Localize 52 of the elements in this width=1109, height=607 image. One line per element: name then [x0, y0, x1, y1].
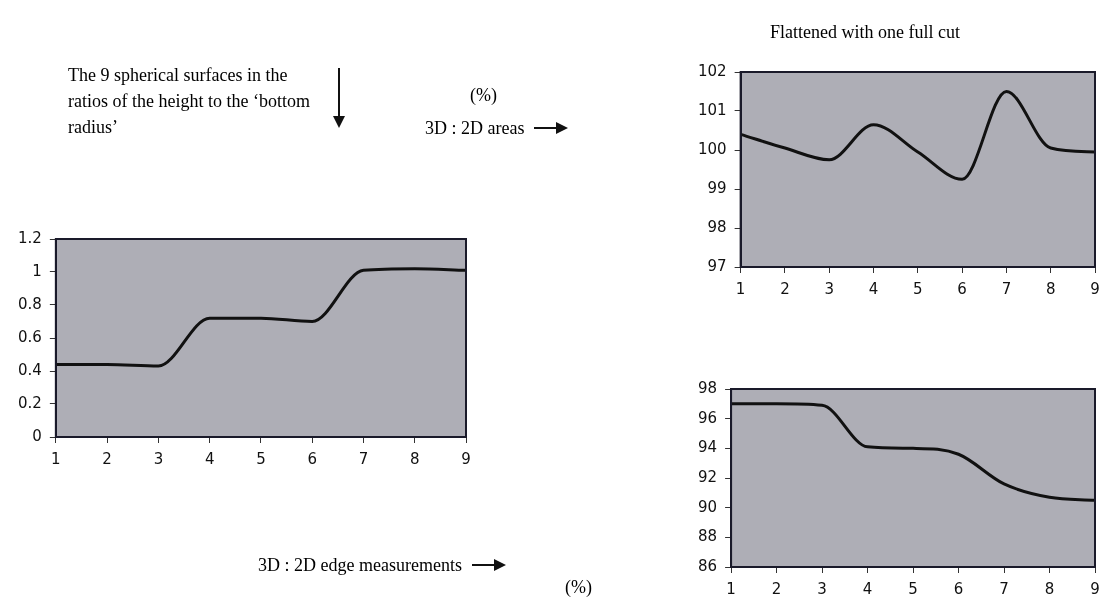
text: 3D : 2D edge measurements: [258, 554, 462, 577]
x-tick-label: 1: [51, 449, 61, 468]
y-tick-label: 0.2: [18, 393, 42, 412]
text: 3D : 2D areas: [425, 117, 525, 140]
x-tick-label: 8: [409, 449, 420, 468]
x-tick-label: 7: [1001, 279, 1012, 298]
x-tick-label: 2: [780, 279, 790, 298]
x-tick-label: 2: [102, 449, 112, 468]
x-tick-label: 8: [1045, 279, 1056, 298]
y-tick-label: 98: [707, 217, 727, 236]
y-tick-label: 100: [697, 139, 727, 158]
y-tick-label: 88: [697, 527, 718, 546]
y-tick-label: 0: [32, 426, 42, 445]
chart-title: Flattened with one full cut: [770, 22, 960, 43]
y-tick-label: 97: [707, 256, 727, 275]
x-tick-label: 5: [256, 449, 266, 468]
text: (%): [565, 576, 592, 599]
x-tick-label: 7: [358, 449, 369, 468]
x-tick-label: 6: [957, 279, 967, 298]
x-tick-label: 9: [1090, 279, 1100, 298]
x-tick-label: 1: [735, 279, 746, 298]
x-tick-label: 2: [771, 579, 782, 598]
x-tick-label: 3: [817, 579, 827, 598]
x-tick-label: 4: [868, 279, 879, 298]
y-tick-label: 102: [697, 61, 727, 80]
x-tick-label: 7: [999, 579, 1009, 598]
x-tick-label: 4: [862, 579, 873, 598]
y-tick-label: 99: [707, 178, 727, 197]
y-tick-label: 1.2: [18, 228, 42, 247]
y-tick-label: 0.6: [18, 327, 42, 346]
x-tick-label: 9: [461, 449, 471, 468]
y-tick-label: 0.4: [18, 360, 42, 379]
y-tick-label: 92: [697, 467, 718, 486]
x-tick-label: 3: [824, 279, 834, 298]
x-tick-label: 5: [913, 279, 923, 298]
x-tick-label: 5: [908, 579, 918, 598]
x-tick-label: 4: [204, 449, 215, 468]
text: The 9 spherical surfaces in the ratios of the height to the ‘bottom radius’: [68, 64, 311, 139]
text: (%): [470, 84, 497, 107]
y-tick-label: 1: [32, 261, 42, 280]
y-tick-label: 96: [697, 408, 718, 427]
x-tick-label: 6: [953, 579, 964, 598]
y-tick-label: 86: [697, 556, 718, 575]
x-tick-label: 8: [1044, 579, 1055, 598]
x-tick-label: 3: [153, 449, 164, 468]
y-tick-label: 90: [697, 497, 718, 516]
y-tick-label: 94: [697, 438, 718, 457]
y-tick-label: 0.8: [18, 294, 42, 313]
x-tick-label: 9: [1090, 579, 1100, 598]
y-tick-label: 98: [697, 378, 718, 397]
y-tick-label: 101: [697, 100, 727, 119]
x-tick-label: 6: [307, 449, 317, 468]
